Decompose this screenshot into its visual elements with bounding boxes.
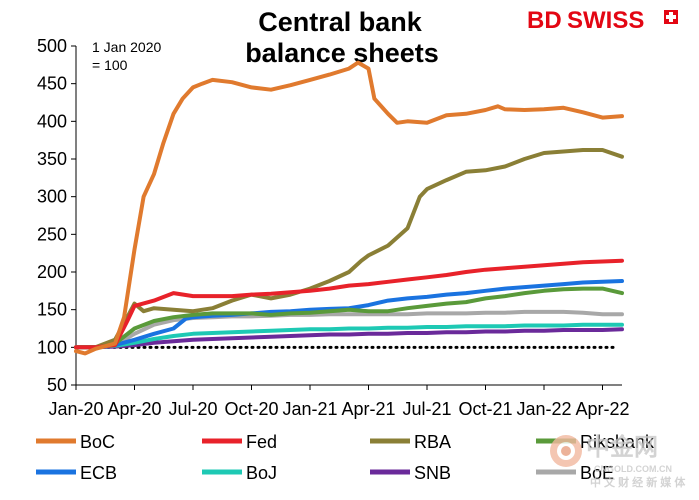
series-line-rba: [74, 148, 624, 350]
legend-item-boe: BoE: [536, 463, 614, 483]
series-lines: [74, 60, 624, 356]
logo-swiss-text: SWISS: [567, 7, 644, 34]
legend-item-snb: SNB: [370, 463, 451, 483]
chart-title-line-1: Central bank: [258, 7, 423, 37]
cngold-logo-icon: [550, 435, 582, 467]
bdswiss-logo: BD SWISS: [527, 7, 678, 34]
legend-item-fed: Fed: [202, 432, 277, 452]
series-line-snb: [74, 327, 624, 350]
legend-item-boc: BoC: [36, 432, 115, 452]
y-tick-label: 150: [37, 300, 67, 320]
legend-label: BoJ: [246, 463, 277, 483]
series-line-fed: [74, 258, 624, 350]
legend-label: SNB: [414, 463, 451, 483]
swiss-cross-icon: [664, 10, 678, 24]
y-tick-label: 400: [37, 111, 67, 131]
x-tick-label: Apr-21: [341, 399, 395, 419]
y-tick-label: 200: [37, 262, 67, 282]
y-tick-label: 450: [37, 74, 67, 94]
x-tick-label: Oct-20: [224, 399, 278, 419]
legend-label: Riksbank: [580, 432, 655, 452]
chart-legend: BoC Fed RBA Riksbank ECB BoJ SNB BoE: [36, 432, 655, 483]
logo-bd-text: BD: [527, 7, 562, 34]
x-tick-label: Jul-20: [168, 399, 217, 419]
y-tick-label: 300: [37, 187, 67, 207]
watermark-site-name: 中金网: [586, 433, 658, 461]
x-tick-label: Apr-20: [107, 399, 161, 419]
watermark-url: CNGOLD.COM.CN: [594, 464, 672, 474]
x-axis-ticks: Jan-20 Apr-20 Jul-20 Oct-20 Jan-21 Apr-21 Jul-…: [48, 385, 630, 419]
y-tick-label: 50: [47, 375, 67, 395]
y-tick-label: 250: [37, 224, 67, 244]
y-tick-label: 500: [37, 36, 67, 56]
legend-item-ecb: ECB: [36, 463, 117, 483]
chart-title-line-2: balance sheets: [245, 38, 439, 68]
cngold-watermark: 中金网 CNGOLD.COM.CN 中 文 财 经 新 媒 体: [550, 433, 686, 489]
legend-item-boj: BoJ: [202, 463, 277, 483]
series-line-boe: [74, 309, 624, 350]
x-tick-label: Jan-22: [516, 399, 571, 419]
legend-item-rba: RBA: [370, 432, 451, 452]
x-tick-label: Apr-22: [575, 399, 629, 419]
series-line-boj: [74, 322, 624, 350]
series-line-riksbank: [74, 286, 624, 350]
legend-label: RBA: [414, 432, 451, 452]
y-tick-label: 100: [37, 337, 67, 357]
y-axis-ticks: 50 100 150 200 250 300 350 400 450 500: [37, 36, 76, 395]
legend-label: BoC: [80, 432, 115, 452]
legend-label: ECB: [80, 463, 117, 483]
index-note-line-2: = 100: [92, 57, 128, 73]
index-note-line-1: 1 Jan 2020: [92, 39, 161, 55]
x-tick-label: Jul-21: [402, 399, 451, 419]
x-tick-label: Jan-21: [282, 399, 337, 419]
y-tick-label: 350: [37, 149, 67, 169]
x-tick-label: Oct-21: [458, 399, 512, 419]
legend-label: Fed: [246, 432, 277, 452]
series-line-boc: [74, 60, 624, 356]
x-tick-label: Jan-20: [48, 399, 103, 419]
watermark-tagline: 中 文 财 经 新 媒 体: [590, 475, 686, 489]
legend-label: BoE: [580, 463, 614, 483]
